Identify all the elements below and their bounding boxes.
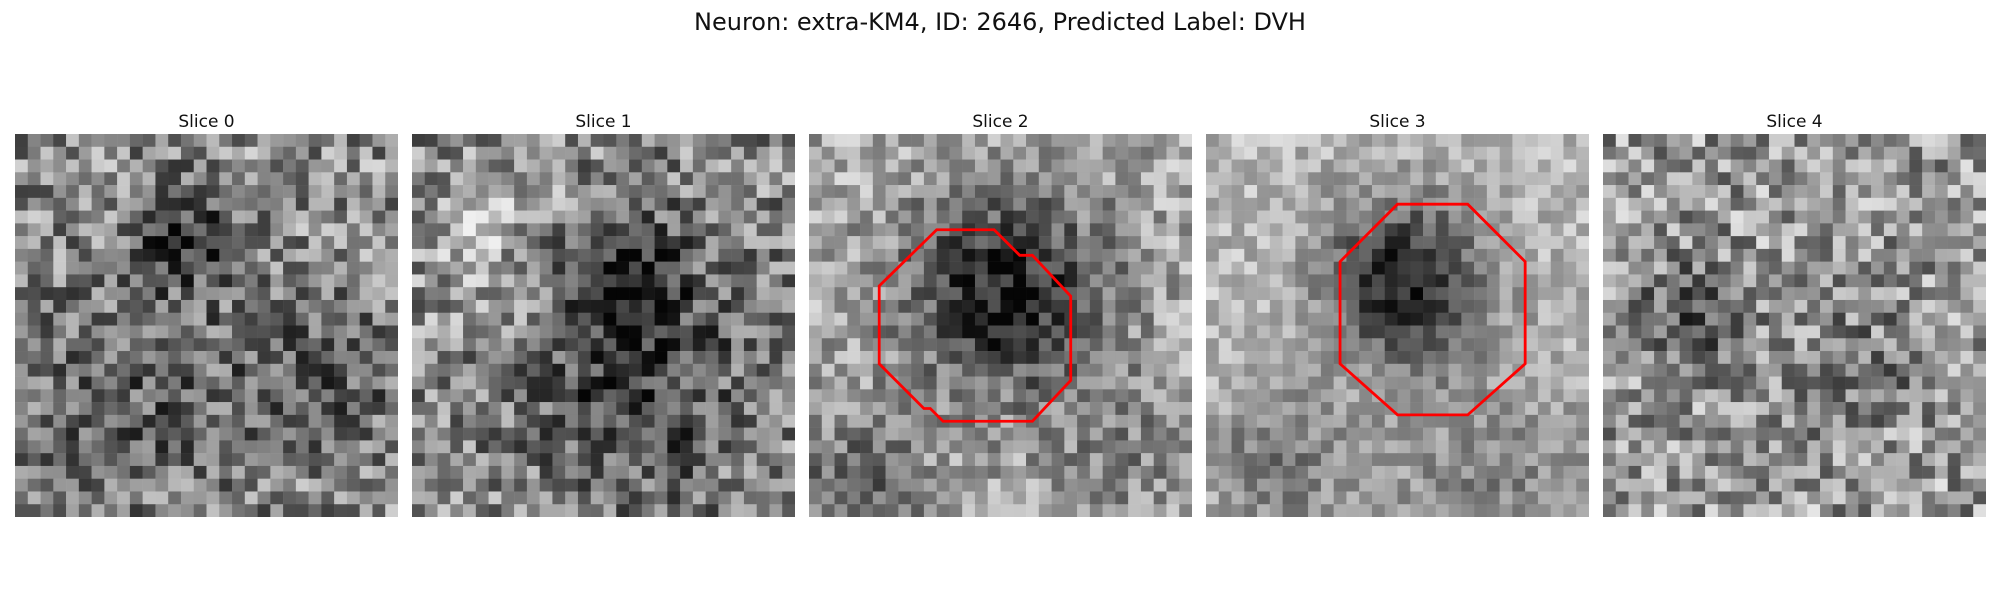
slice-panel-3: Slice 3 bbox=[1206, 110, 1589, 517]
slice-title: Slice 2 bbox=[972, 112, 1029, 132]
figure-title: Neuron: extra-KM4, ID: 2646, Predicted L… bbox=[694, 8, 1306, 36]
slice-title: Slice 3 bbox=[1369, 112, 1426, 132]
slice-title: Slice 1 bbox=[575, 112, 632, 132]
slice-panel-4: Slice 4 bbox=[1603, 110, 1986, 517]
slice-image bbox=[809, 134, 1192, 517]
slice-image bbox=[1206, 134, 1589, 517]
slice-panel-0: Slice 0 bbox=[15, 110, 398, 517]
roi-outline bbox=[1338, 202, 1527, 417]
slice-image bbox=[412, 134, 795, 517]
slice-panel-1: Slice 1 bbox=[412, 110, 795, 517]
roi-outline bbox=[877, 228, 1073, 423]
slice-title: Slice 4 bbox=[1766, 112, 1823, 132]
slice-title: Slice 0 bbox=[178, 112, 235, 132]
slice-image bbox=[15, 134, 398, 517]
slice-panel-2: Slice 2 bbox=[809, 110, 1192, 517]
slice-image bbox=[1603, 134, 1986, 517]
